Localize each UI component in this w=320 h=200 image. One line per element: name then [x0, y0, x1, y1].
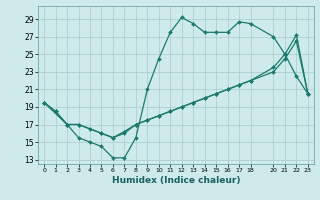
X-axis label: Humidex (Indice chaleur): Humidex (Indice chaleur) — [112, 176, 240, 185]
